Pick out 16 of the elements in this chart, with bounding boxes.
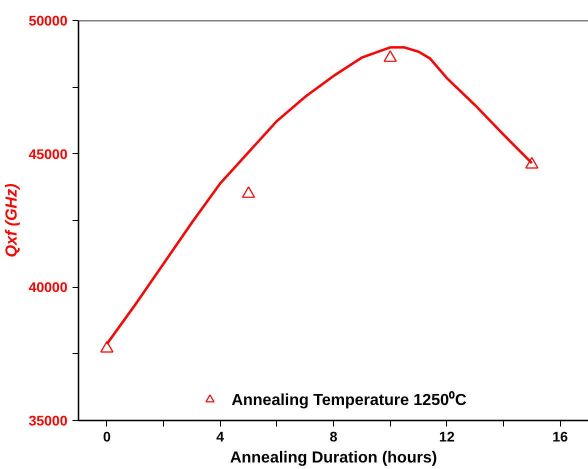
point xyxy=(384,50,397,62)
y-tick-label: 40000 xyxy=(28,279,68,296)
x-axis-title: Annealing Duration (hours) xyxy=(230,450,438,466)
y-tick-label: 50000 xyxy=(28,12,68,28)
y-tick-label: 35000 xyxy=(28,412,68,428)
legend-label: Annealing Temperature 1250⁰C xyxy=(231,390,467,410)
point xyxy=(525,156,538,169)
x-tick-label: 0 xyxy=(102,428,111,444)
y-tick-label: 45000 xyxy=(28,146,68,162)
x-tick-label: 4 xyxy=(216,428,224,444)
point xyxy=(242,186,256,198)
x-tick-label: 16 xyxy=(552,428,568,444)
y-axis-title: Qxf (GHz) xyxy=(4,184,21,258)
x-tick-label: 8 xyxy=(330,428,338,444)
point xyxy=(100,340,114,353)
x-tick-label: 12 xyxy=(439,428,455,444)
